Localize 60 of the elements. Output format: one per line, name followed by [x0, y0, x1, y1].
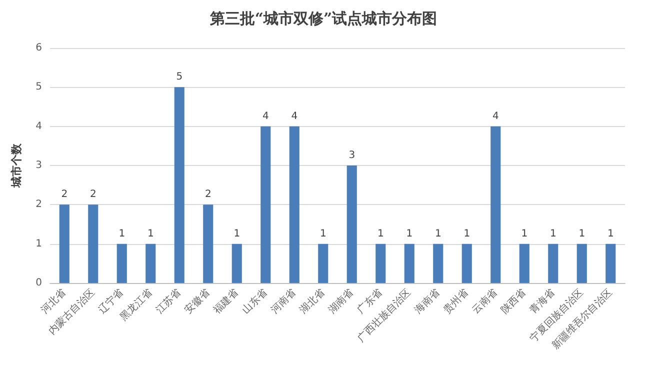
y-tick-label: 0 [36, 278, 42, 288]
data-label: 1 [377, 228, 384, 240]
bar [289, 126, 300, 283]
bar [174, 87, 184, 283]
x-tick-label: 江苏省 [154, 286, 184, 316]
x-tick-label: 湖南省 [326, 286, 356, 316]
bar [260, 126, 271, 283]
data-label: 2 [90, 189, 96, 200]
y-tick-label: 3 [36, 160, 42, 171]
bar [404, 244, 414, 283]
data-label: 1 [118, 228, 126, 240]
x-tick-label: 福建省 [211, 286, 241, 316]
x-tick-label: 贵州省 [441, 286, 471, 316]
y-tick-label: 5 [36, 82, 42, 93]
data-label: 4 [262, 110, 269, 122]
data-label: 1 [464, 228, 470, 240]
data-label: 1 [521, 228, 528, 240]
y-tick-label: 1 [36, 238, 42, 250]
bar [433, 244, 444, 283]
bar [59, 204, 70, 283]
bar [203, 204, 214, 283]
bar [490, 126, 501, 283]
data-label: 4 [291, 110, 298, 122]
data-label: 5 [176, 72, 183, 83]
x-tick-label: 河南省 [268, 286, 298, 316]
x-tick-label: 海南省 [412, 286, 442, 316]
y-tick-label: 4 [36, 120, 42, 132]
data-label: 1 [578, 228, 586, 240]
data-label: 1 [320, 228, 326, 240]
data-label: 1 [406, 228, 413, 240]
bar [346, 166, 357, 283]
bar [232, 244, 242, 283]
data-label: 1 [607, 228, 614, 240]
data-label: 4 [492, 110, 499, 122]
bar [576, 244, 587, 283]
chart-title: 第三批“城市双修”试点城市分布图 [208, 10, 438, 28]
data-label: 2 [61, 189, 68, 200]
data-label: 1 [234, 228, 240, 240]
bar [318, 244, 328, 283]
data-label: 2 [204, 189, 212, 200]
y-tick-label: 2 [36, 199, 42, 210]
bar [116, 244, 127, 283]
data-label: 1 [550, 228, 556, 240]
x-tick-label: 陕西省 [498, 286, 528, 316]
bar [519, 244, 530, 283]
x-tick-label: 山东省 [240, 286, 270, 316]
data-label: 1 [147, 228, 154, 240]
bar [88, 204, 98, 283]
data-label: 3 [348, 150, 356, 161]
y-tick-label: 6 [36, 42, 42, 54]
x-tick-label: 云南省 [470, 286, 500, 316]
y-axis-title: 城市个数 [10, 142, 23, 188]
x-tick-label: 安徽省 [182, 286, 212, 316]
bar [606, 244, 616, 283]
bar [462, 244, 472, 283]
bar [146, 244, 156, 283]
bar [376, 244, 386, 283]
bar [548, 244, 558, 283]
data-label: 1 [434, 228, 442, 240]
x-tick-label: 湖北省 [297, 286, 328, 316]
